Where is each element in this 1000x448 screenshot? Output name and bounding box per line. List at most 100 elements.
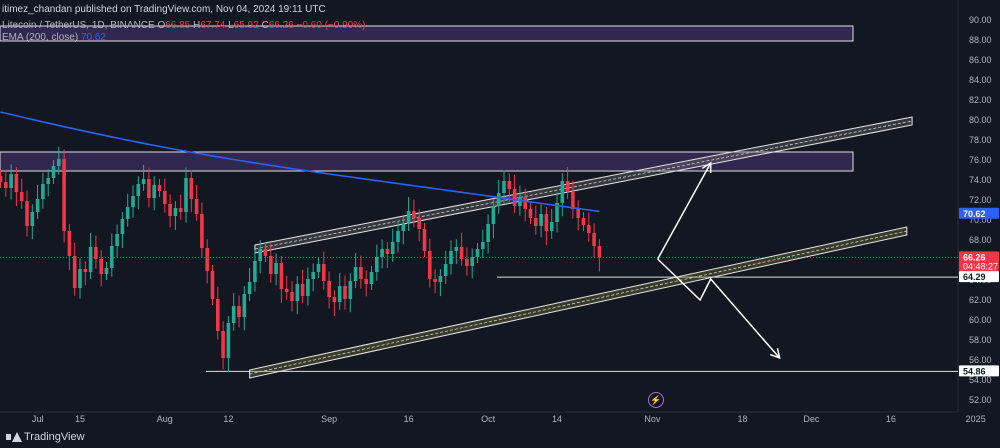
- price-label-66.26: 66.26: [963, 252, 986, 262]
- candle-body: [57, 159, 61, 166]
- candle-body: [205, 248, 209, 271]
- y-tick-label: 74.00: [969, 175, 992, 185]
- indicator-value: 70.62: [80, 32, 106, 43]
- candle-body: [78, 269, 82, 288]
- candle-body: [549, 222, 554, 231]
- candle-body: [231, 306, 236, 323]
- y-tick-label: 86.00: [969, 55, 992, 65]
- candle-body: [428, 251, 432, 279]
- candle-body: [290, 292, 294, 301]
- candle-body: [337, 286, 342, 302]
- candle-body: [555, 203, 559, 222]
- tradingview-footer[interactable]: TradingView: [6, 431, 85, 443]
- candle-body: [359, 267, 363, 279]
- candle-body: [110, 246, 114, 268]
- candle-body: [4, 182, 8, 188]
- indicator-line[interactable]: EMA (200, close) 70.62: [2, 32, 106, 43]
- candle-body: [380, 249, 384, 257]
- candle-body: [279, 263, 284, 289]
- y-tick-label: 58.00: [969, 335, 992, 345]
- candle-body: [576, 209, 580, 218]
- candle-body: [343, 286, 347, 299]
- candle-body: [19, 192, 24, 201]
- symbol-title[interactable]: Litecoin / TetherUS, 1D, BINANCE: [2, 20, 155, 31]
- candle-body: [449, 251, 453, 264]
- candle-body: [216, 299, 220, 331]
- x-tick-label: 2025: [966, 414, 986, 424]
- candle-body: [263, 249, 268, 256]
- candle-body: [258, 249, 262, 261]
- candle-body: [523, 197, 527, 209]
- candle-body: [534, 218, 538, 226]
- candle-body: [496, 193, 501, 206]
- price-label-bg: [959, 365, 999, 377]
- candle-body: [592, 233, 596, 246]
- y-tick-label: 56.00: [969, 355, 992, 365]
- candle-body: [560, 181, 565, 203]
- candle-body: [284, 289, 289, 292]
- candle-body: [99, 259, 103, 274]
- open-value: 66.85: [165, 20, 191, 31]
- indicator-label: EMA (200, close): [2, 32, 79, 43]
- candle-body: [311, 272, 315, 279]
- candle-body: [295, 284, 300, 301]
- candle-body: [184, 178, 188, 212]
- candle-body: [528, 209, 533, 218]
- candle-body: [221, 331, 225, 358]
- candle-body: [348, 281, 353, 299]
- candle-body: [9, 174, 13, 188]
- candle-body: [152, 185, 156, 198]
- change-value: −0.60 (−0.90%): [296, 20, 366, 31]
- candle-body: [237, 306, 241, 317]
- brand-label: TradingView: [24, 431, 85, 443]
- resistance-zone: [0, 25, 854, 42]
- channel-upper-band-center: [254, 120, 913, 250]
- y-tick-label: 72.00: [969, 195, 992, 205]
- candle-body: [306, 279, 310, 296]
- y-tick-label: 54.00: [969, 375, 992, 385]
- y-tick-label: 60.00: [969, 315, 992, 325]
- candle-body: [353, 267, 358, 281]
- candle-body: [163, 191, 167, 204]
- candle-body: [147, 179, 151, 198]
- countdown-label: 04:48:27: [963, 261, 998, 271]
- x-tick-label: Oct: [481, 414, 496, 424]
- projection-down-arrow: [657, 258, 781, 359]
- candle-body: [470, 257, 474, 266]
- y-tick-label: 84.00: [969, 75, 992, 85]
- candle-body: [104, 268, 109, 274]
- candle-body: [486, 224, 490, 242]
- y-tick-label: 90.00: [969, 15, 992, 25]
- price-label-bg: [959, 251, 999, 272]
- candle-body: [491, 206, 496, 224]
- candle-body: [507, 181, 512, 189]
- x-tick-label: 16: [404, 414, 414, 424]
- ema-200-line: [0, 111, 600, 213]
- candle-body: [173, 208, 178, 216]
- candle-body: [210, 271, 215, 299]
- low-label: L: [228, 20, 234, 31]
- candle-body: [544, 214, 549, 231]
- candle-body: [88, 247, 93, 272]
- x-tick-label: 12: [223, 414, 233, 424]
- candle-body: [587, 225, 591, 233]
- candle-body: [385, 249, 390, 254]
- tradingview-logo-icon: [6, 432, 22, 442]
- candle-body: [412, 211, 416, 218]
- candle-body: [194, 199, 199, 214]
- candle-body: [72, 256, 77, 288]
- candle-body: [465, 259, 469, 266]
- x-tick-label: Nov: [644, 414, 661, 424]
- candle-body: [51, 166, 56, 178]
- candle-body: [189, 178, 194, 199]
- x-tick-label: 14: [552, 414, 562, 424]
- y-tick-label: 88.00: [969, 35, 992, 45]
- candle-body: [502, 181, 506, 193]
- close-label: C: [261, 20, 269, 31]
- candle-body: [157, 185, 162, 191]
- candle-body: [390, 242, 395, 254]
- lightning-icon[interactable]: ⚡: [648, 392, 664, 408]
- candle-body: [120, 219, 125, 234]
- candle-body: [322, 264, 326, 281]
